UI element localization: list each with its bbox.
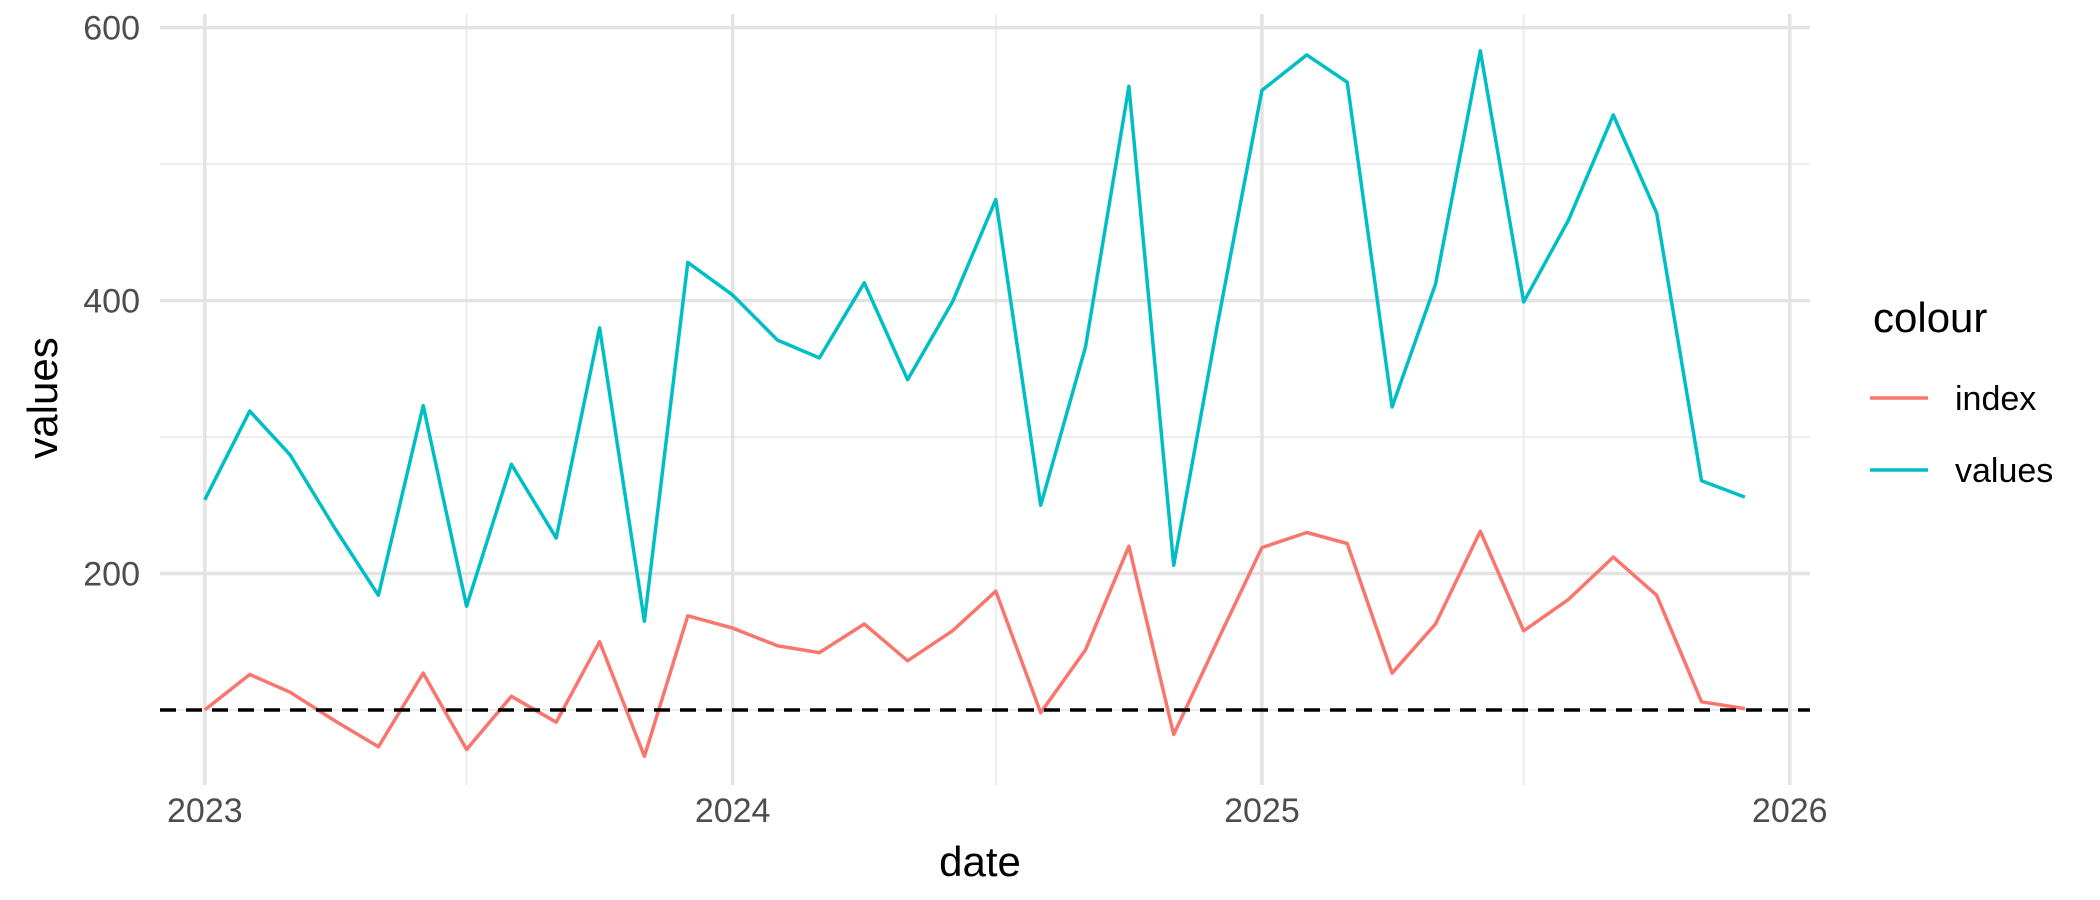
- x-tick-label: 2023: [167, 792, 243, 830]
- legend-label-values: values: [1955, 452, 2053, 490]
- legend-label-index: index: [1955, 380, 2036, 418]
- x-tick-label: 2026: [1752, 792, 1828, 830]
- legend-items: index values: [1870, 380, 2053, 490]
- legend-title: colour: [1873, 294, 1987, 341]
- series-layer: [203, 49, 1746, 759]
- major-gridlines: [160, 14, 1810, 785]
- x-axis-title: date: [939, 838, 1021, 885]
- series-line-index: [203, 529, 1746, 759]
- y-tick-label: 400: [83, 283, 140, 321]
- y-tick-label: 600: [83, 10, 140, 48]
- legend: colour index values: [1870, 294, 2053, 490]
- y-tick-label: 200: [83, 555, 140, 593]
- x-axis-tick-labels: 2023 2024 2025 2026: [167, 792, 1828, 830]
- x-tick-label: 2025: [1224, 792, 1300, 830]
- y-axis-title: values: [19, 337, 66, 458]
- series-line-values: [203, 49, 1746, 623]
- x-tick-label: 2024: [695, 792, 771, 830]
- y-axis-tick-labels: 200 400 600: [83, 10, 140, 594]
- minor-gridlines: [160, 14, 1810, 785]
